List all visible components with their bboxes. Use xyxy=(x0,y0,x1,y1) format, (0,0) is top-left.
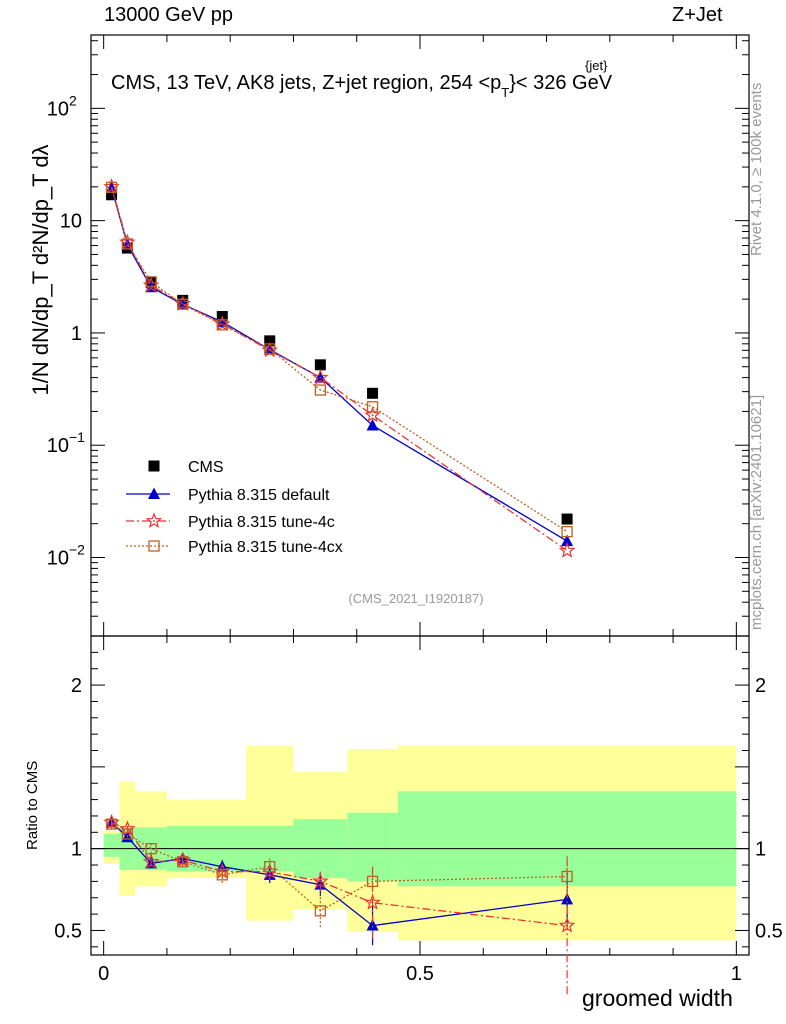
ratio-point-pythia-8-315-tune-4cx xyxy=(366,875,379,888)
x-tick-label: 0 xyxy=(98,963,109,985)
main-point-pythia-8-315-tune-4c xyxy=(558,542,576,558)
analysis-tag: (CMS_2021_I1920187) xyxy=(348,591,483,606)
ratio-point-pythia-8-315-tune-4cx xyxy=(121,828,134,840)
ratio-point-pythia-8-315-tune-4cx xyxy=(314,905,327,917)
main-point-cms xyxy=(264,335,276,347)
ratio-y-tick-label: 1 xyxy=(71,839,82,861)
rivet-label: Rivet 4.1.0, ≥ 100k events xyxy=(748,82,765,256)
y-tick-exponent: 2 xyxy=(69,92,77,108)
ratio-band-inner xyxy=(103,833,120,857)
legend-marker-cms xyxy=(148,460,160,472)
ratio-y-tick-label-right: 0.5 xyxy=(755,920,783,942)
legend-label-pythia-8-315-default: Pythia 8.315 default xyxy=(188,487,330,504)
main-point-cms xyxy=(561,513,573,525)
ratio-point-pythia-8-315-tune-4cx xyxy=(561,870,573,883)
y-tick-label: 1 xyxy=(71,323,82,345)
legend-label-pythia-8-315-tune-4cx: Pythia 8.315 tune-4cx xyxy=(188,539,343,556)
ratio-y-tick-label: 2 xyxy=(71,675,82,697)
main-point-pythia-8-315-tune-4cx xyxy=(314,384,327,396)
x-tick-label: 0.5 xyxy=(406,963,434,985)
legend-marker-pythia-8-315-tune-4cx xyxy=(148,540,160,552)
y-tick-label: 10 xyxy=(47,435,69,457)
ratio-point-pythia-8-315-default xyxy=(366,919,379,931)
header-right: Z+Jet xyxy=(672,4,723,26)
ratio-point-pythia-8-315-tune-4c xyxy=(364,894,381,910)
ratio-point-pythia-8-315-tune-4cx xyxy=(105,818,118,830)
main-point-pythia-8-315-tune-4cx xyxy=(264,343,276,355)
ratio-point-pythia-8-315-tune-4c xyxy=(142,853,160,869)
x-axis-label: groomed width xyxy=(582,985,733,1011)
legend-marker-pythia-8-315-default xyxy=(148,487,160,499)
main-point-pythia-8-315-tune-4cx xyxy=(105,181,118,193)
mcplots-label: mcplots.cern.ch [arXiv:2401.10621] xyxy=(748,394,765,630)
chart-title-superscript: {jet} xyxy=(585,58,608,73)
y-tick-exponent: −2 xyxy=(69,542,85,558)
main-point-pythia-8-315-tune-4c xyxy=(312,368,329,385)
ratio-point-pythia-8-315-tune-4cx xyxy=(177,856,189,868)
main-line-pythia-8-315-tune-4c xyxy=(110,186,568,552)
main-point-cms xyxy=(367,387,379,399)
chart-title: CMS, 13 TeV, AK8 jets, Z+jet region, 254… xyxy=(111,72,613,100)
x-tick-label: 1 xyxy=(731,963,742,985)
ratio-point-pythia-8-315-default xyxy=(561,892,574,905)
main-point-pythia-8-315-tune-4cx xyxy=(366,401,379,413)
main-point-pythia-8-315-tune-4cx xyxy=(177,298,189,310)
main-point-pythia-8-315-tune-4cx xyxy=(216,319,228,331)
ratio-y-tick-label: 0.5 xyxy=(54,920,82,942)
legend-label-pythia-8-315-tune-4c: Pythia 8.315 tune-4c xyxy=(188,514,335,531)
ratio-y-tick-label-right: 2 xyxy=(755,675,766,697)
legend-marker-pythia-8-315-tune-4c xyxy=(145,512,163,529)
ratio-point-pythia-8-315-tune-4cx xyxy=(264,861,276,873)
ratio-point-pythia-8-315-tune-4cx xyxy=(216,869,228,881)
main-point-pythia-8-315-tune-4cx xyxy=(561,525,573,538)
main-point-pythia-8-315-tune-4c xyxy=(364,406,381,423)
y-tick-exponent: −1 xyxy=(69,429,85,445)
header-left: 13000 GeV pp xyxy=(104,4,233,26)
main-y-axis-label-text: 1/N dN/dp_T d²N/dp_T dλ xyxy=(28,144,53,395)
y-tick-label: 10 xyxy=(47,548,69,570)
main-point-pythia-8-315-tune-4cx xyxy=(145,276,157,288)
ratio-point-pythia-8-315-tune-4c xyxy=(312,872,329,889)
main-line-pythia-8-315-tune-4cx xyxy=(110,187,568,533)
main-y-axis-label: 1/N dN/dp_T d²N/dp_T dλ xyxy=(28,144,53,395)
main-point-cms xyxy=(106,189,118,201)
ratio-point-pythia-8-315-tune-4c xyxy=(558,916,576,933)
y-tick-label: 10 xyxy=(60,211,82,233)
legend-label-cms: CMS xyxy=(188,459,224,476)
main-point-pythia-8-315-default xyxy=(561,534,574,547)
y-tick-label: 10 xyxy=(47,98,69,120)
main-line-pythia-8-315-default xyxy=(110,187,568,542)
main-point-cms xyxy=(314,359,326,371)
ratio-y-label: Ratio to CMS xyxy=(24,760,41,850)
ratio-y-tick-label-right: 1 xyxy=(755,839,766,861)
ratio-line-pythia-8-315-tune-4cx xyxy=(111,823,568,912)
ratio-point-pythia-8-315-tune-4cx xyxy=(145,843,157,855)
main-point-pythia-8-315-default xyxy=(366,418,379,431)
main-point-pythia-8-315-tune-4cx xyxy=(121,238,134,250)
